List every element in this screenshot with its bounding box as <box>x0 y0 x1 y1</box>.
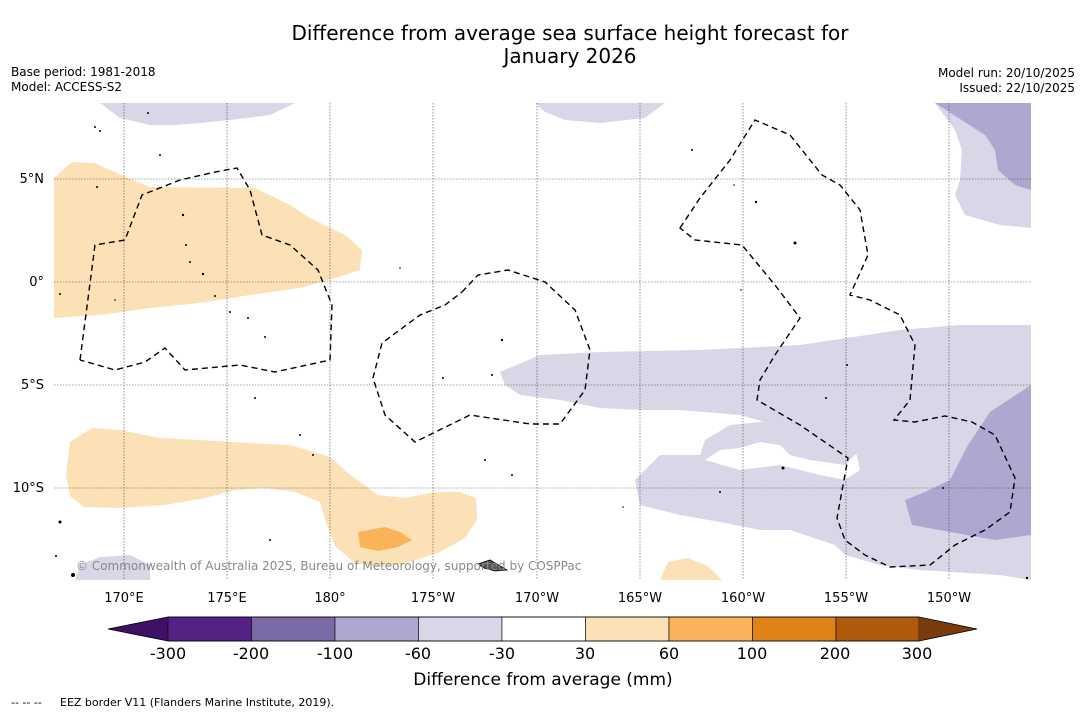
lon-label-170w: 170°W <box>515 591 559 606</box>
anomaly-region-light-orange-west <box>54 162 362 318</box>
colorbar-cell <box>501 616 586 642</box>
islands <box>55 112 1029 580</box>
colorbar-lower-extension <box>108 617 168 641</box>
lat-label-5n: 5°N <box>20 172 45 187</box>
colorbar-tick: 30 <box>575 644 595 663</box>
anomaly-region-medium-purple-ne <box>935 103 1031 190</box>
copyright-credit: © Commonwealth of Australia 2025, Bureau… <box>76 559 581 573</box>
anomaly-region-light-purple-east <box>500 325 1031 580</box>
title-line-1: Difference from average sea surface heig… <box>291 21 849 45</box>
anomaly-region-light-orange-bottom <box>660 558 722 580</box>
eez-border-gilbert <box>79 167 333 373</box>
map-gridlines <box>54 103 1031 580</box>
map-panel: © Commonwealth of Australia 2025, Bureau… <box>54 103 1031 580</box>
anomaly-region-orange-core <box>358 527 412 551</box>
longitude-labels: 170°E 175°E 180° 175°W 170°W 165°W 160°W… <box>104 591 971 606</box>
title-line-2: January 2026 <box>503 44 637 68</box>
colorbar-tick-labels: -300 -200 -100 -60 -30 30 60 100 200 300 <box>150 644 932 663</box>
chart-title: Difference from average sea surface heig… <box>0 22 1085 68</box>
meta-right: Model run: 20/10/2025 Issued: 22/10/2025 <box>938 66 1075 96</box>
colorbar-cell <box>251 616 336 642</box>
issued-date: Issued: 22/10/2025 <box>959 81 1075 95</box>
meta-left: Base period: 1981-2018 Model: ACCESS-S2 <box>11 65 156 95</box>
eez-borders <box>79 119 1016 568</box>
lon-label-175w: 175°W <box>411 591 455 606</box>
colorbar-tick: 60 <box>659 644 679 663</box>
latitude-labels: 5°N 0° 5°S 10°S <box>13 172 44 496</box>
lon-label-170e: 170°E <box>104 591 144 606</box>
anomaly-region-light-purple-north <box>100 103 295 125</box>
colorbar-tick: -300 <box>150 644 186 663</box>
colorbar-cell <box>334 616 419 642</box>
eez-legend-symbol: -- -- -- <box>11 696 42 709</box>
colorbar-cell <box>835 616 920 642</box>
lat-label-0: 0° <box>29 275 44 290</box>
colorbar-label: Difference from average (mm) <box>413 670 672 690</box>
colorbar-tick: 200 <box>820 644 851 663</box>
colorbar-cell <box>585 616 670 642</box>
model-run: Model run: 20/10/2025 <box>937 66 1075 80</box>
lon-label-175e: 175°E <box>207 591 247 606</box>
colorbar-tick: -100 <box>317 644 353 663</box>
colorbar-cell <box>167 616 252 642</box>
base-period: Base period: 1981-2018 <box>11 65 156 79</box>
colorbar-tick: -200 <box>233 644 269 663</box>
lon-label-180: 180° <box>314 591 345 606</box>
lat-label-10s: 10°S <box>13 481 44 496</box>
anomaly-region-medium-purple-se <box>905 385 1031 540</box>
island-samoa <box>477 559 509 572</box>
colorbar-cell <box>668 616 753 642</box>
lon-label-160w: 160°W <box>721 591 765 606</box>
colorbar-tick: -30 <box>489 644 515 663</box>
lon-label-155w: 155°W <box>824 591 868 606</box>
colorbar-tick: 300 <box>902 644 933 663</box>
colorbar-upper-extension <box>919 617 977 641</box>
eez-border-line-islands <box>679 119 1016 568</box>
colorbar-tick: 100 <box>737 644 768 663</box>
colorbar-cell <box>752 616 837 642</box>
colorbar-outline <box>107 616 978 642</box>
lon-label-165w: 165°W <box>618 591 662 606</box>
anomaly-region-light-purple-sw <box>75 555 150 580</box>
colorbar-tick: -60 <box>405 644 431 663</box>
eez-legend-note: EEZ border V11 (Flanders Marine Institut… <box>60 696 334 709</box>
eez-border-phoenix <box>372 269 591 443</box>
colorbar-cell <box>418 616 503 642</box>
model-name: Model: ACCESS-S2 <box>11 80 123 94</box>
colorbar <box>107 616 978 642</box>
lon-label-150w: 150°W <box>927 591 971 606</box>
anomaly-region-light-purple-north-mid <box>535 103 665 123</box>
lat-label-5s: 5°S <box>21 378 44 393</box>
